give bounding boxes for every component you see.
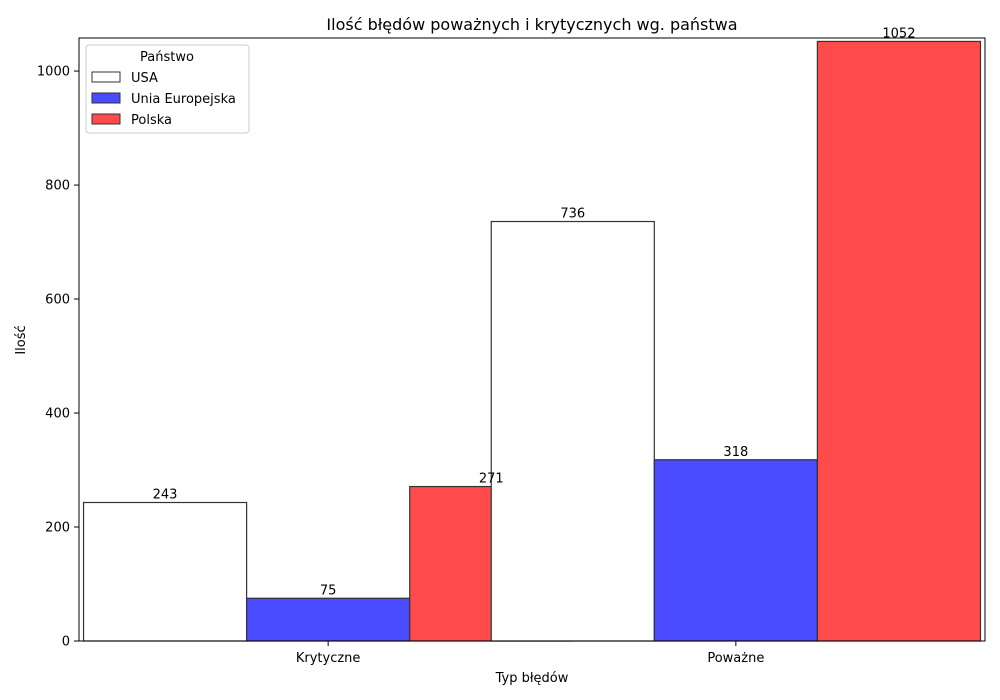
value-label-unia-europejska-krytyczne: 75 <box>320 583 337 598</box>
y-tick-label: 0 <box>62 635 70 650</box>
y-axis-label: Ilość <box>14 325 29 354</box>
value-label-unia-europejska-powazne: 318 <box>723 445 748 460</box>
value-labels-group: 243 75 271 736 318 1052 <box>153 26 916 598</box>
legend-items: USA Unia Europejska Polska <box>91 71 236 128</box>
value-label-polska-krytyczne: 271 <box>479 472 504 487</box>
legend-label-polska: Polska <box>131 113 172 128</box>
legend-title: Państwo <box>140 50 194 65</box>
y-tick-label: 1000 <box>37 65 70 80</box>
legend-label-usa: USA <box>131 71 158 86</box>
y-tick-label: 200 <box>45 521 70 536</box>
bar-usa-powazne <box>490 220 655 642</box>
value-label-usa-krytyczne: 243 <box>153 488 178 503</box>
x-tick-label-powazne: Poważne <box>707 651 764 666</box>
y-tick-label: 800 <box>45 179 70 194</box>
legend-label-unia-europejska: Unia Europejska <box>131 92 236 107</box>
x-axis-label: Typ błędów <box>495 671 569 686</box>
legend-box <box>85 44 250 134</box>
bar-usa-krytyczne <box>82 501 248 642</box>
bar-unia-europejska-krytyczne <box>246 597 411 642</box>
value-label-polska-powazne: 1052 <box>882 26 915 41</box>
legend-swatch-usa <box>91 71 121 83</box>
y-tick-label: 600 <box>45 293 70 308</box>
y-axis: 0 200 400 600 800 1000 <box>37 65 79 650</box>
bar-polska-powazne <box>816 40 982 642</box>
legend: Państwo USA Unia Europejska Polska <box>85 44 250 134</box>
x-tick-label-krytyczne: Krytyczne <box>296 651 361 666</box>
plot-frame <box>78 37 986 642</box>
bar-unia-europejska-powazne <box>653 459 818 642</box>
chart-title: Ilość błędów poważnych i krytycznych wg.… <box>326 15 737 34</box>
bars-group <box>82 40 982 642</box>
y-tick-label: 400 <box>45 407 70 422</box>
x-axis: Krytyczne Poważne <box>296 641 764 666</box>
legend-swatch-unia-europejska <box>91 92 121 104</box>
value-label-usa-powazne: 736 <box>560 207 585 222</box>
legend-swatch-polska <box>91 113 121 125</box>
